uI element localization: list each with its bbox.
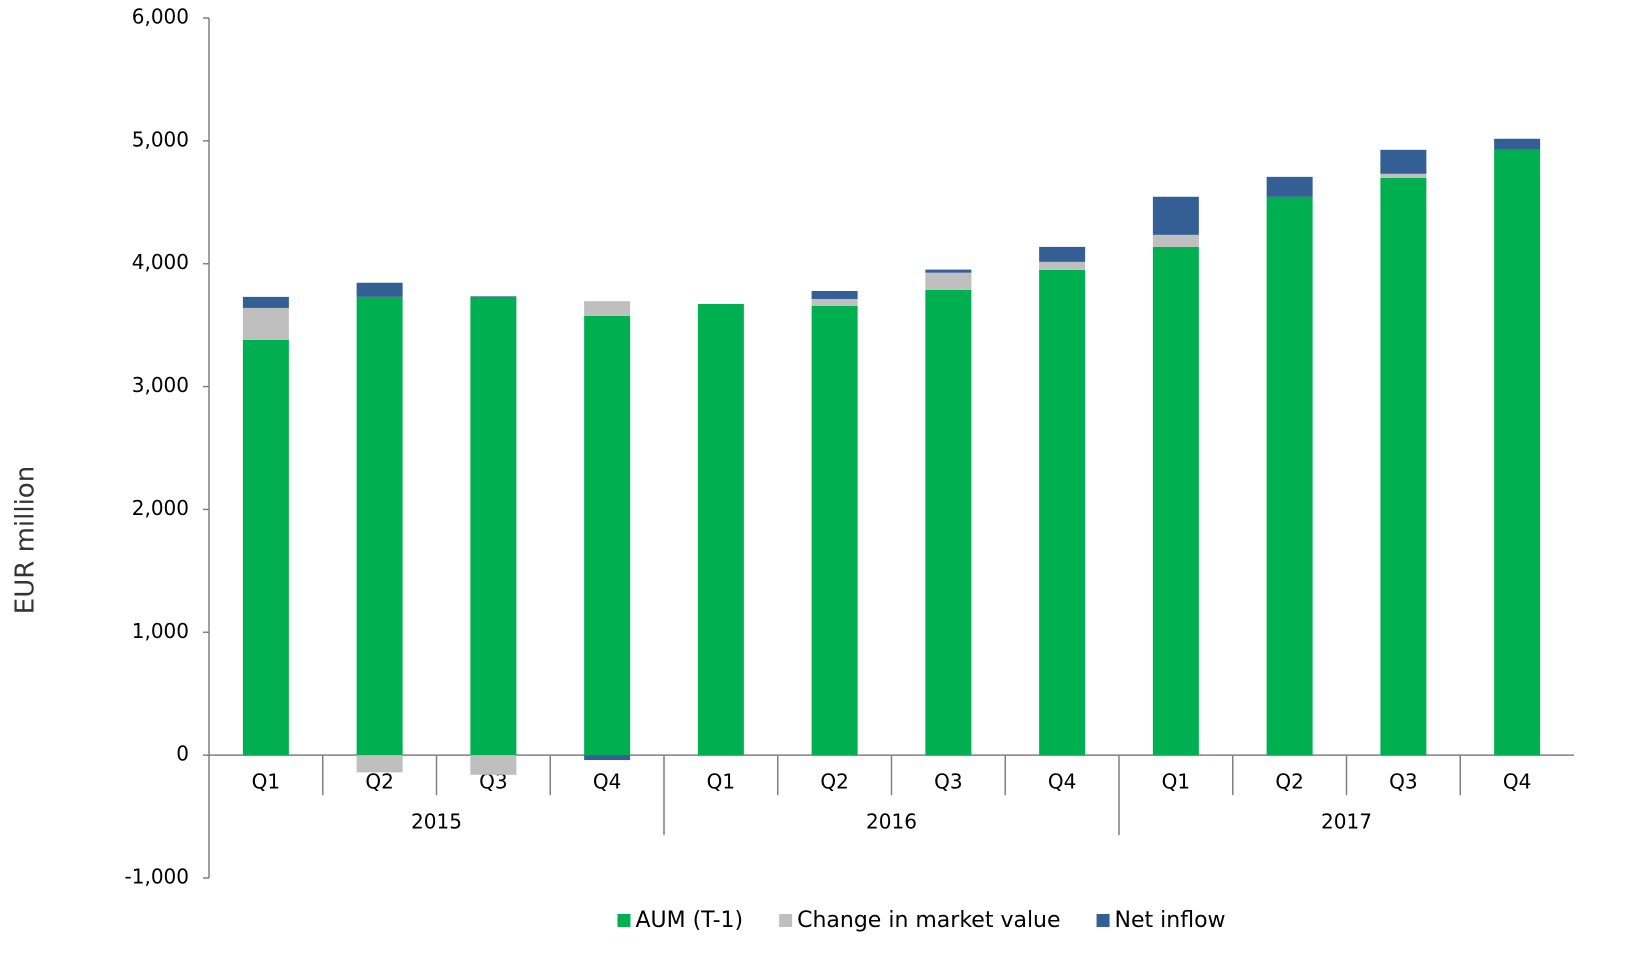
bar-segment (925, 289, 972, 756)
bar-segment (1039, 261, 1086, 270)
bar-segment (470, 296, 517, 297)
x-tick-label: Q2 (820, 770, 848, 794)
x-tick-label: Q2 (1275, 770, 1303, 794)
x-tick-label: Q1 (1162, 770, 1190, 794)
bar-segment (1380, 177, 1427, 756)
bar-segment (1380, 173, 1427, 178)
x-tick-label: Q3 (1389, 770, 1417, 794)
bar-segment (1152, 246, 1199, 756)
y-tick-label: -1,000 (125, 865, 189, 889)
bar-segment (242, 339, 289, 756)
x-tick-label: Q1 (707, 770, 735, 794)
y-tick-label: 4,000 (132, 250, 189, 274)
bar-segment (811, 298, 858, 306)
bar-segment (1152, 196, 1199, 235)
x-tick-label: Q3 (934, 770, 962, 794)
bar-segment (925, 272, 972, 290)
bar-segment (242, 296, 289, 308)
y-axis-title: EUR million (11, 466, 41, 614)
group-label: 2017 (1321, 810, 1372, 834)
bar-segment (1266, 176, 1313, 197)
y-tick-label: 5,000 (132, 127, 189, 151)
bar-segment (584, 301, 631, 316)
y-tick-label: 6,000 (132, 5, 189, 29)
bar-segment (584, 755, 631, 761)
legend-label: AUM (T-1) (635, 908, 743, 933)
group-label: 2016 (866, 810, 917, 834)
legend-swatch (617, 914, 631, 927)
legend-swatch (1096, 914, 1110, 927)
x-tick-label: Q4 (593, 770, 621, 794)
x-tick-label: Q4 (1503, 770, 1531, 794)
bar-segment (1039, 246, 1086, 262)
bar-segment (356, 755, 403, 773)
x-tick-label: Q2 (365, 770, 393, 794)
bar-segment (1494, 149, 1541, 756)
bar-segment (697, 304, 744, 756)
bar-segment (1152, 234, 1199, 247)
bar-segment (470, 296, 517, 756)
bar-segment (1380, 149, 1427, 174)
bar-segment (356, 296, 403, 756)
bar-segment (925, 269, 972, 273)
y-tick-label: 2,000 (132, 496, 189, 520)
y-tick-label: 0 (176, 742, 189, 766)
x-tick-label: Q4 (1048, 770, 1076, 794)
bar-segment (811, 290, 858, 299)
legend-swatch (779, 914, 793, 927)
y-tick-label: 1,000 (132, 619, 189, 643)
bar-segment (1494, 138, 1541, 150)
group-label: 2015 (411, 810, 462, 834)
bar-segment (811, 305, 858, 756)
legend-label: Change in market value (797, 908, 1060, 933)
x-tick-label: Q1 (252, 770, 280, 794)
bar-segment (242, 307, 289, 340)
y-tick-label: 3,000 (132, 373, 189, 397)
legend-label: Net inflow (1115, 908, 1226, 933)
bar-segment (470, 755, 517, 775)
bar-segment (1266, 196, 1313, 756)
bar-segment (1039, 269, 1086, 756)
bar-segment (584, 315, 631, 756)
bar-segment (356, 282, 403, 297)
